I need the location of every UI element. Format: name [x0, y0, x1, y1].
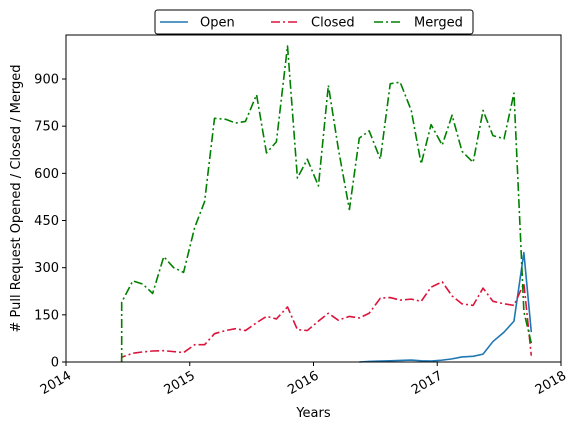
x-tick-label: 2015	[162, 368, 198, 398]
y-tick-label: 450	[34, 214, 59, 229]
legend-label-merged: Merged	[414, 16, 463, 31]
x-tick-label: 2016	[285, 368, 321, 398]
y-axis-label: # Pull Request Opened / Closed / Merged	[9, 65, 24, 333]
legend-label-open: Open	[200, 16, 235, 31]
legend-label-closed: Closed	[311, 16, 355, 31]
series-line-merged	[120, 45, 533, 362]
y-tick-label: 0	[51, 356, 59, 371]
y-tick-label: 900	[34, 73, 59, 88]
y-axis: 0 150 300 450 600 750 900	[34, 73, 66, 371]
y-tick-label: 150	[34, 308, 59, 323]
x-axis: 2014 2015 2016 2017 2018	[38, 362, 569, 398]
y-tick-label: 600	[34, 167, 59, 182]
legend: Open Closed Merged	[154, 9, 474, 35]
y-tick-label: 750	[34, 120, 59, 135]
series-line-closed	[120, 281, 533, 362]
y-tick-label: 300	[34, 261, 59, 276]
series-line-open	[359, 251, 533, 363]
x-tick-label: 2017	[409, 368, 445, 398]
plot-frame	[65, 34, 562, 363]
x-tick-label: 2018	[533, 368, 569, 398]
legend-box	[154, 9, 474, 35]
plot-lines	[120, 45, 533, 363]
x-axis-label: Years	[295, 406, 331, 421]
x-tick-label: 2014	[38, 368, 74, 398]
